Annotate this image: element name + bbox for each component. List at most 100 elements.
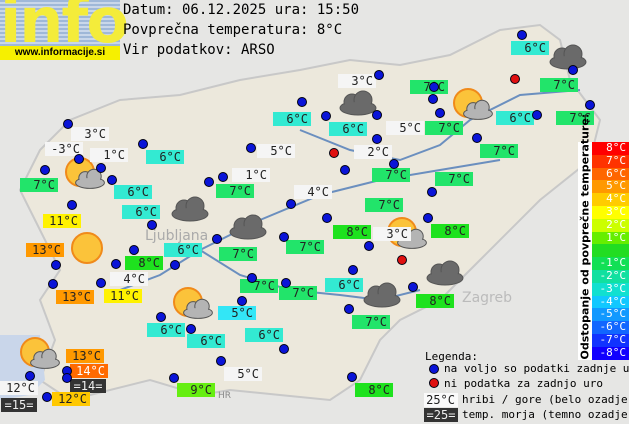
station-dot-available[interactable] [96, 278, 106, 288]
station-dot-available[interactable] [237, 296, 247, 306]
station-dot-available[interactable] [246, 143, 256, 153]
station-dot-available[interactable] [247, 273, 257, 283]
station-dot-available[interactable] [340, 165, 350, 175]
station-dot-available[interactable] [279, 232, 289, 242]
scale-row: 4°C [592, 192, 629, 206]
cloud-icon [426, 260, 464, 286]
station-dot-available[interactable] [48, 279, 58, 289]
scale-row: -1°C [592, 256, 629, 270]
station-dot-available[interactable] [212, 234, 222, 244]
station-dot-available[interactable] [25, 371, 35, 381]
station-dot-available[interactable] [348, 265, 358, 275]
station-dot-available[interactable] [364, 241, 374, 251]
station-dot-available[interactable] [568, 65, 578, 75]
station-dot-available[interactable] [51, 260, 61, 270]
temperature-label: 6°C [511, 41, 549, 55]
temperature-label: 7°C [286, 240, 324, 254]
temperature-label: 6°C [146, 150, 184, 164]
station-dot-available[interactable] [344, 304, 354, 314]
cloud-part-icon [75, 168, 105, 189]
station-dot-available[interactable] [321, 111, 331, 121]
legend-mountain-sample: 25°C [424, 393, 458, 407]
temperature-label: 7°C [216, 184, 254, 198]
station-dot-missing[interactable] [510, 74, 520, 84]
station-dot-available[interactable] [372, 110, 382, 120]
station-dot-available[interactable] [427, 187, 437, 197]
temperature-label: 5°C [257, 144, 295, 158]
place-label-ljubljana: Ljubljana [145, 228, 208, 244]
station-dot-available[interactable] [517, 30, 527, 40]
place-label-hr: HR [218, 391, 231, 401]
station-dot-available[interactable] [423, 213, 433, 223]
station-dot-available[interactable] [74, 154, 84, 164]
station-dot-available[interactable] [42, 392, 52, 402]
temperature-label: 13°C [56, 290, 94, 304]
scale-row: 5°C [592, 180, 629, 194]
temperature-label: -3°C [45, 142, 83, 156]
station-dot-available[interactable] [169, 373, 179, 383]
station-dot-available[interactable] [67, 200, 77, 210]
temperature-label: 7°C [352, 315, 390, 329]
temperature-label: 8°C [125, 256, 163, 270]
cloud-icon [339, 90, 377, 116]
station-dot-available[interactable] [111, 259, 121, 269]
temperature-label: 14°C [70, 364, 108, 378]
station-dot-available[interactable] [347, 372, 357, 382]
station-dot-available[interactable] [428, 94, 438, 104]
scale-row: -4°C [592, 295, 629, 309]
station-dot-available[interactable] [156, 312, 166, 322]
legend-sea-text: temp. morja (temno ozadje) [462, 408, 629, 421]
scale-row: -5°C [592, 308, 629, 322]
deviation-scale: 8°C 7°C 6°C 5°C 4°C 3°C 2°C 1°C -1°C -2°C -3°C -4°C… [592, 141, 629, 360]
station-dot-available[interactable] [532, 110, 542, 120]
temperature-label: 7°C [279, 286, 317, 300]
temperature-label: 8°C [355, 383, 393, 397]
scale-row [592, 244, 629, 258]
station-dot-available[interactable] [472, 133, 482, 143]
temperature-label: 7°C [556, 111, 594, 125]
station-dot-available[interactable] [147, 220, 157, 230]
legend-mountain-text: hribi / gore (belo ozadje) [462, 393, 629, 406]
station-dot-available[interactable] [297, 97, 307, 107]
station-dot-available[interactable] [218, 172, 228, 182]
data-source: Vir podatkov: ARSO [123, 42, 275, 58]
temperature-label: 3°C [373, 227, 411, 241]
temperature-label: 6°C [329, 122, 367, 136]
station-dot-available[interactable] [374, 70, 384, 80]
station-dot-available[interactable] [107, 175, 117, 185]
station-dot-available[interactable] [585, 100, 595, 110]
station-dot-available[interactable] [429, 82, 439, 92]
temperature-label: 8°C [416, 294, 454, 308]
scale-row: 6°C [592, 167, 629, 181]
station-dot-available[interactable] [216, 356, 226, 366]
average-temperature: Povprečna temperatura: 8°C [123, 22, 343, 38]
station-dot-available[interactable] [279, 344, 289, 354]
station-dot-available[interactable] [408, 282, 418, 292]
temperature-label: 9°C [177, 383, 215, 397]
legend-title: Legenda: [425, 350, 478, 363]
station-dot-available[interactable] [96, 163, 106, 173]
station-dot-available[interactable] [40, 165, 50, 175]
temperature-label: 8°C [333, 225, 371, 239]
station-dot-available[interactable] [138, 139, 148, 149]
station-dot-available[interactable] [389, 159, 399, 169]
station-dot-missing[interactable] [329, 148, 339, 158]
logo[interactable]: info www.informacije.si [0, 0, 129, 60]
station-dot-available[interactable] [170, 260, 180, 270]
station-dot-missing[interactable] [397, 255, 407, 265]
station-dot-available[interactable] [322, 213, 332, 223]
station-dot-available[interactable] [286, 199, 296, 209]
station-dot-available[interactable] [281, 278, 291, 288]
date-line: Datum: 06.12.2025 ura: 15:50 [123, 2, 360, 18]
station-dot-available[interactable] [204, 177, 214, 187]
station-dot-available[interactable] [63, 119, 73, 129]
station-dot-available[interactable] [62, 373, 72, 383]
temperature-label: 7°C [540, 78, 578, 92]
logo-url[interactable]: www.informacije.si [0, 46, 120, 60]
station-dot-available[interactable] [435, 108, 445, 118]
station-dot-available[interactable] [372, 134, 382, 144]
station-dot-available[interactable] [129, 245, 139, 255]
station-dot-available[interactable] [186, 324, 196, 334]
temperature-label: 5°C [218, 306, 256, 320]
